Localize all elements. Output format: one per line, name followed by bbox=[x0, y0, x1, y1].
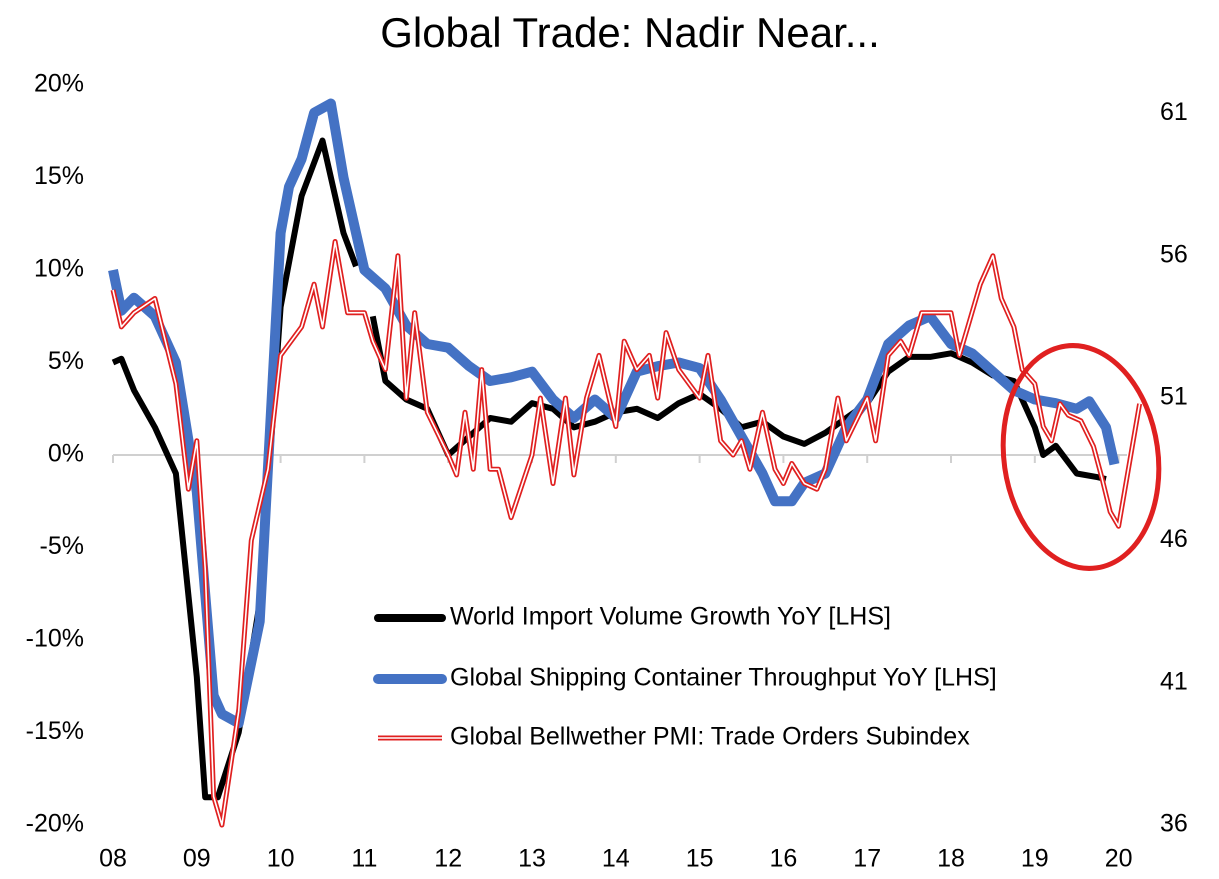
highlight-circle bbox=[1000, 343, 1162, 571]
legend-label: Global Bellwether PMI: Trade Orders Subi… bbox=[450, 723, 970, 751]
chart-title: Global Trade: Nadir Near... bbox=[380, 9, 880, 56]
y-tick-label: 15% bbox=[34, 162, 84, 190]
y2-tick-label: 46 bbox=[1160, 525, 1188, 553]
y-tick-label: 0% bbox=[48, 440, 84, 468]
y-tick-label: 20% bbox=[34, 70, 84, 98]
y2-tick-label: 36 bbox=[1160, 810, 1188, 838]
x-tick-label: 09 bbox=[183, 845, 211, 873]
x-tick-label: 15 bbox=[686, 845, 714, 873]
x-tick-label: 17 bbox=[853, 845, 881, 873]
x-tick-label: 12 bbox=[434, 845, 462, 873]
legend-label: Global Shipping Container Throughput YoY… bbox=[450, 664, 997, 692]
x-tick-label: 19 bbox=[1021, 845, 1049, 873]
y-tick-label: -10% bbox=[26, 625, 84, 653]
series-line bbox=[108, 98, 1120, 729]
x-tick-label: 18 bbox=[937, 845, 965, 873]
x-tick-label: 13 bbox=[518, 845, 546, 873]
x-tick-label: 10 bbox=[267, 845, 295, 873]
x-tick-label: 11 bbox=[351, 845, 377, 873]
y2-tick-label: 61 bbox=[1160, 98, 1188, 126]
y-tick-label: 10% bbox=[34, 255, 84, 283]
y-tick-label: -5% bbox=[40, 532, 84, 560]
x-tick-label: 14 bbox=[602, 845, 630, 873]
y2-tick-label: 51 bbox=[1160, 383, 1188, 411]
y2-tick-label: 41 bbox=[1160, 667, 1188, 695]
x-tick-label: 16 bbox=[770, 845, 798, 873]
legend-label: World Import Volume Growth YoY [LHS] bbox=[450, 603, 891, 631]
series-line-inner bbox=[112, 240, 1141, 826]
x-tick-label: 20 bbox=[1105, 845, 1133, 873]
y-tick-label: -20% bbox=[26, 810, 84, 838]
y2-tick-label: 56 bbox=[1160, 240, 1188, 268]
y-tick-label: -15% bbox=[26, 717, 84, 745]
y-tick-label: 5% bbox=[48, 347, 84, 375]
series-line bbox=[111, 137, 1107, 801]
x-tick-label: 08 bbox=[99, 845, 127, 873]
